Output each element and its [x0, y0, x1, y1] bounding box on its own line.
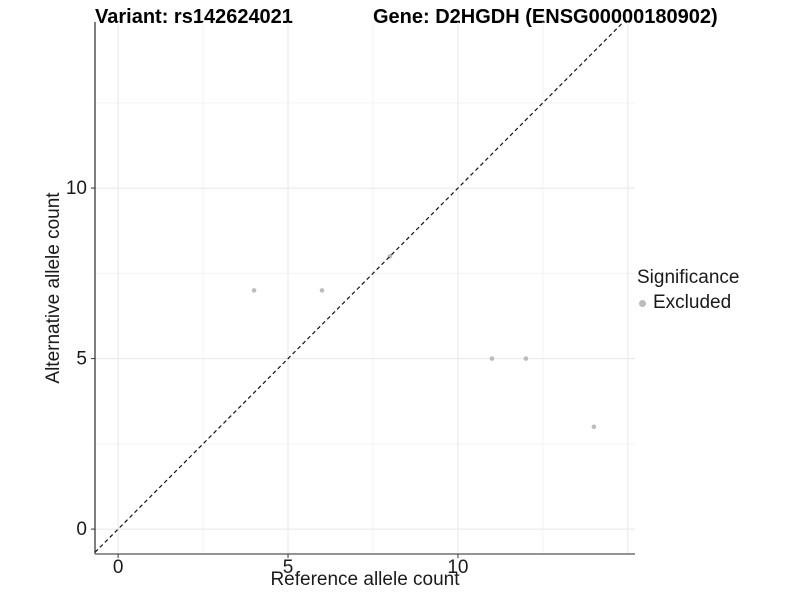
x-tick-label: 10	[447, 557, 468, 578]
variant-title: Variant: rs142624021	[95, 6, 293, 28]
x-tick-label: 5	[283, 557, 294, 578]
data-point	[523, 356, 529, 361]
data-point	[489, 356, 495, 361]
y-axis-title: Alternative allele count	[43, 192, 64, 384]
y-tick-label: 0	[76, 519, 87, 540]
legend-item-excluded: Excluded	[637, 292, 739, 314]
data-point	[319, 288, 325, 293]
identity-line	[94, 21, 624, 553]
data-point	[251, 288, 257, 293]
legend-title: Significance	[637, 267, 740, 288]
legend-item-label: Excluded	[653, 292, 732, 313]
data-point	[591, 424, 597, 430]
y-tick-label: 5	[76, 349, 87, 370]
y-tick-label: 10	[66, 178, 87, 199]
legend-point-icon	[639, 299, 646, 307]
gene-title: Gene: D2HGDH (ENSG00000180902)	[373, 6, 718, 28]
x-tick-label: 0	[113, 557, 124, 578]
legend: Significance Excluded	[637, 267, 739, 314]
x-axis-title: Reference allele count	[270, 569, 460, 590]
